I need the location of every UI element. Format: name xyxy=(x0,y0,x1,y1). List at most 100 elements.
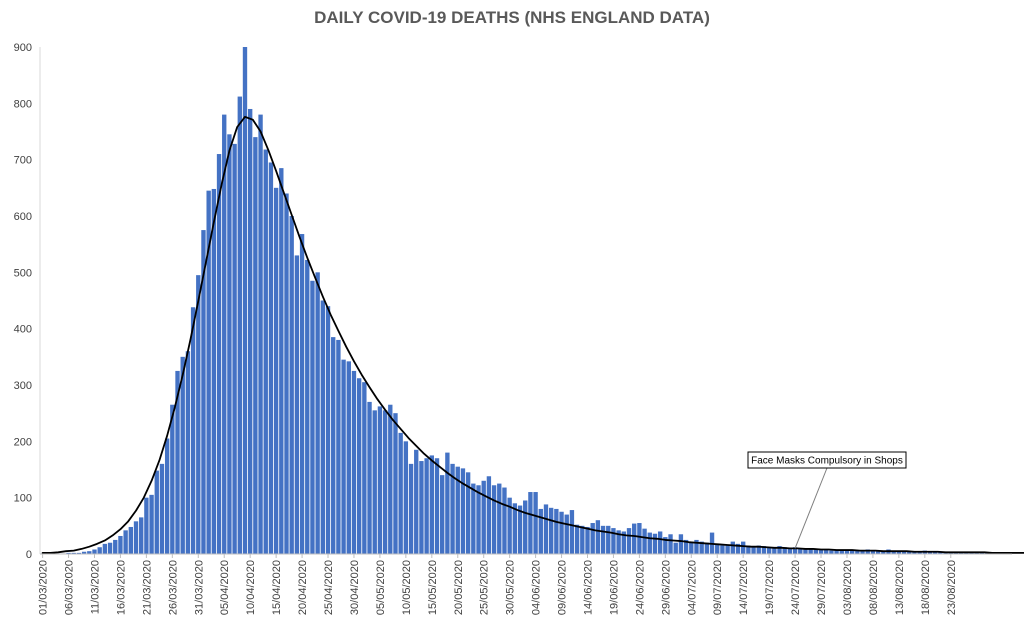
x-tick-label: 06/03/2020 xyxy=(64,560,76,615)
bar xyxy=(71,552,76,554)
y-tick-label: 600 xyxy=(14,211,32,223)
annotations: Face Masks Compulsory in Shops xyxy=(747,451,907,549)
bar xyxy=(201,230,206,554)
x-tick-label: 05/04/2020 xyxy=(219,560,231,615)
bar xyxy=(523,500,528,554)
x-axis-ticks: 01/03/2020 06/03/2020 11/03/2020 16/03/2020… xyxy=(38,554,958,615)
bar xyxy=(704,542,710,554)
bar xyxy=(554,508,559,554)
bar xyxy=(206,190,211,554)
bar xyxy=(569,510,575,554)
bar xyxy=(875,551,881,554)
y-tick-label: 900 xyxy=(14,42,32,54)
bar xyxy=(881,550,886,554)
x-tick-label: 20/05/2020 xyxy=(453,560,465,615)
x-tick-label: 29/07/2020 xyxy=(816,560,828,615)
bar xyxy=(741,541,746,554)
bar xyxy=(232,143,237,554)
x-tick-label: 16/03/2020 xyxy=(115,560,127,615)
bar xyxy=(725,545,730,554)
bar xyxy=(227,134,232,554)
bar xyxy=(310,280,315,554)
bar xyxy=(465,472,471,554)
x-tick-label: 04/07/2020 xyxy=(686,560,698,615)
bar xyxy=(502,487,507,554)
bar xyxy=(393,413,398,554)
bar xyxy=(538,508,543,554)
bar xyxy=(580,525,585,554)
bar xyxy=(491,485,497,554)
bar xyxy=(476,485,481,554)
bar xyxy=(683,539,689,554)
x-tick-label: 29/06/2020 xyxy=(660,560,672,615)
bar xyxy=(76,552,82,554)
annotation-label: Face Masks Compulsory in Shops xyxy=(751,456,903,467)
bar xyxy=(507,497,512,554)
bar xyxy=(673,542,678,554)
bar xyxy=(118,535,123,554)
y-tick-label: 400 xyxy=(14,324,32,336)
bar xyxy=(595,520,601,554)
bar xyxy=(159,463,165,554)
bar xyxy=(81,551,87,554)
bar xyxy=(668,534,673,554)
axes xyxy=(39,47,1012,555)
bar xyxy=(284,193,289,554)
bar xyxy=(351,370,357,554)
bar xyxy=(600,525,606,554)
bar xyxy=(746,545,751,554)
bar xyxy=(149,494,154,554)
x-tick-label: 03/08/2020 xyxy=(842,560,854,615)
bar xyxy=(66,552,71,554)
bar xyxy=(336,339,341,554)
bar xyxy=(408,463,414,554)
x-tick-label: 18/08/2020 xyxy=(920,560,932,615)
bar xyxy=(849,550,855,554)
bar xyxy=(632,523,637,554)
bar xyxy=(481,480,486,554)
bar xyxy=(865,549,870,554)
bar xyxy=(699,541,704,554)
bar xyxy=(647,532,652,554)
x-tick-label: 09/06/2020 xyxy=(557,560,569,615)
bar xyxy=(263,149,268,554)
bar xyxy=(901,551,907,554)
bar xyxy=(657,531,663,554)
bar xyxy=(689,541,694,554)
bar xyxy=(938,551,943,554)
bar-series xyxy=(40,47,1011,555)
bar xyxy=(907,551,912,554)
bar xyxy=(299,234,305,554)
bar xyxy=(855,550,860,554)
bar xyxy=(548,507,554,554)
x-tick-label: 15/04/2020 xyxy=(271,560,283,615)
x-tick-label: 24/07/2020 xyxy=(790,560,802,615)
bar xyxy=(590,523,595,554)
bar xyxy=(787,548,793,554)
y-tick-label: 800 xyxy=(14,98,32,110)
bar xyxy=(761,546,767,554)
bar xyxy=(652,533,658,554)
bar xyxy=(512,503,518,554)
bar xyxy=(616,530,621,554)
bar xyxy=(637,523,642,554)
x-tick-label: 10/05/2020 xyxy=(401,560,413,615)
x-tick-label: 08/08/2020 xyxy=(868,560,880,615)
bar xyxy=(533,492,538,554)
bar xyxy=(123,530,128,554)
bar xyxy=(388,404,393,554)
bar xyxy=(414,449,419,554)
x-tick-label: 30/05/2020 xyxy=(505,560,517,615)
x-tick-label: 11/03/2020 xyxy=(89,560,101,614)
bar xyxy=(471,483,476,554)
x-tick-label: 09/07/2020 xyxy=(712,560,724,615)
bar xyxy=(341,359,346,554)
bar xyxy=(694,539,699,554)
bar xyxy=(798,548,803,554)
bar xyxy=(933,552,938,554)
bar xyxy=(154,470,159,554)
bar xyxy=(164,438,170,554)
bar xyxy=(139,517,144,554)
